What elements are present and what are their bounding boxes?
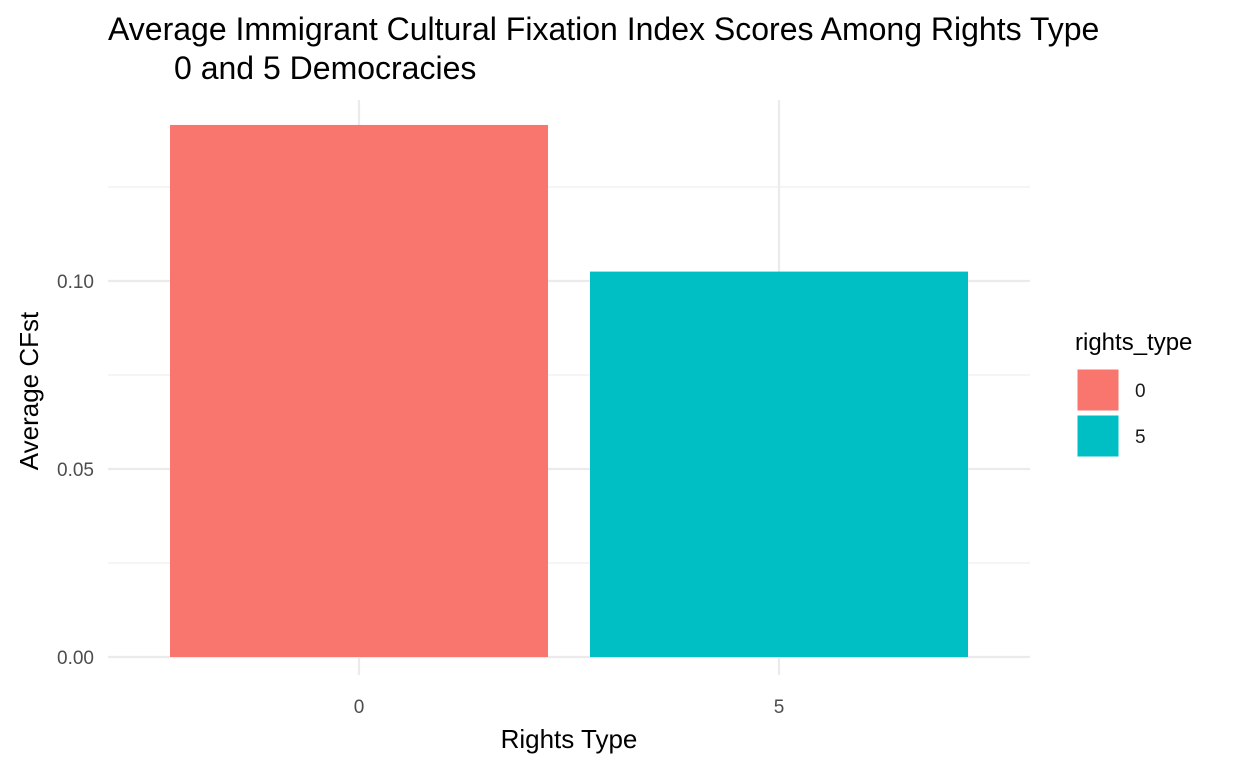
legend-title: rights_type	[1075, 329, 1192, 356]
y-tick-label: 0.00	[57, 648, 94, 669]
chart-subtitle: 0 and 5 Democracies	[174, 50, 476, 86]
legend-swatch-5	[1076, 414, 1120, 458]
y-axis-ticks: 0.00 0.05 0.10	[57, 272, 94, 669]
y-axis-title: Average CFst	[14, 311, 44, 470]
x-axis-title: Rights Type	[501, 724, 638, 754]
y-tick-label: 0.10	[57, 272, 94, 293]
legend-label-5: 5	[1135, 427, 1146, 448]
legend-swatch-0	[1076, 368, 1120, 412]
legend-label-0: 0	[1135, 381, 1146, 402]
chart-title: Average Immigrant Cultural Fixation Inde…	[108, 11, 1099, 47]
legend: rights_type 0 5	[1075, 329, 1192, 458]
y-tick-label: 0.05	[57, 460, 94, 481]
bars	[170, 124, 968, 657]
x-tick-label: 0	[354, 697, 365, 718]
bar-0	[170, 124, 548, 657]
x-tick-label: 5	[774, 697, 785, 718]
bar-5	[590, 271, 968, 657]
